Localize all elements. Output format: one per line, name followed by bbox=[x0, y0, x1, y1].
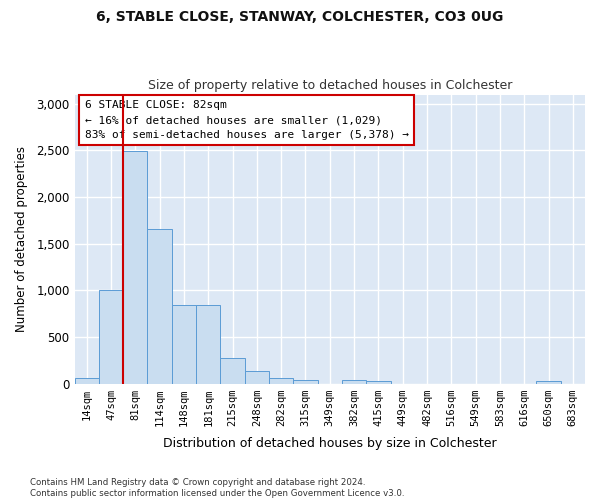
Bar bbox=[172, 305, 196, 384]
Y-axis label: Number of detached properties: Number of detached properties bbox=[15, 146, 28, 332]
Text: 6 STABLE CLOSE: 82sqm
← 16% of detached houses are smaller (1,029)
83% of semi-d: 6 STABLE CLOSE: 82sqm ← 16% of detached … bbox=[85, 100, 409, 140]
Bar bbox=[196, 305, 220, 384]
Bar bbox=[293, 380, 317, 384]
Bar bbox=[245, 372, 269, 384]
Bar bbox=[99, 290, 123, 384]
Bar bbox=[123, 152, 148, 384]
Bar bbox=[220, 358, 245, 384]
Text: 6, STABLE CLOSE, STANWAY, COLCHESTER, CO3 0UG: 6, STABLE CLOSE, STANWAY, COLCHESTER, CO… bbox=[97, 10, 503, 24]
Bar bbox=[536, 380, 560, 384]
Text: Contains HM Land Registry data © Crown copyright and database right 2024.
Contai: Contains HM Land Registry data © Crown c… bbox=[30, 478, 404, 498]
Title: Size of property relative to detached houses in Colchester: Size of property relative to detached ho… bbox=[148, 79, 512, 92]
X-axis label: Distribution of detached houses by size in Colchester: Distribution of detached houses by size … bbox=[163, 437, 497, 450]
Bar bbox=[148, 229, 172, 384]
Bar bbox=[269, 378, 293, 384]
Bar bbox=[366, 380, 391, 384]
Bar bbox=[74, 378, 99, 384]
Bar bbox=[342, 380, 366, 384]
